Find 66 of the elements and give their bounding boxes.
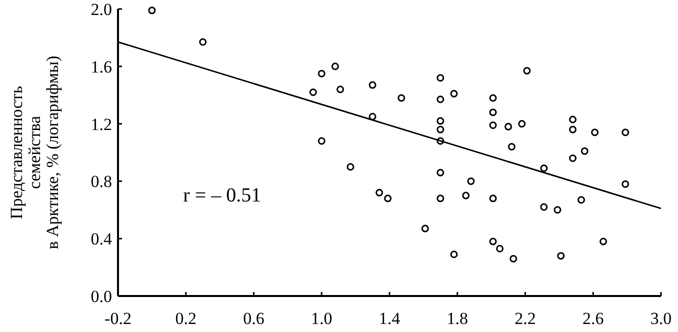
point [318, 137, 326, 145]
x-tick-label: 1.8 [446, 309, 468, 328]
point [336, 86, 344, 94]
x-tick-label: 3.0 [650, 309, 672, 328]
point [540, 203, 548, 211]
point [199, 38, 207, 46]
point [489, 121, 497, 129]
point [436, 117, 444, 125]
point [368, 112, 376, 120]
y-tick-label: 1.6 [90, 57, 112, 76]
point [376, 188, 384, 196]
y-axis-title: Представленность семейства в Арктике, % (логарифмы) [7, 56, 62, 250]
point [148, 6, 156, 14]
x-tick-label: 2.2 [514, 309, 536, 328]
annotation: r = – 0.51 [183, 184, 262, 206]
point [436, 74, 444, 82]
point [450, 250, 458, 258]
point [318, 70, 326, 78]
point [436, 96, 444, 104]
x-tick-label: 2.6 [582, 309, 604, 328]
point [489, 94, 497, 102]
point [368, 81, 376, 89]
y-tick-label: 1.2 [90, 114, 112, 134]
point [421, 224, 429, 232]
point [622, 180, 630, 188]
point [540, 164, 548, 172]
point [331, 62, 339, 70]
point [462, 192, 470, 200]
point [510, 254, 518, 262]
y-tick-label: 0.0 [90, 286, 112, 306]
point [496, 244, 504, 252]
point [591, 128, 599, 136]
point [569, 154, 577, 162]
point [569, 116, 577, 124]
point [436, 194, 444, 202]
point [436, 137, 444, 145]
y-tick-label: 0.8 [90, 172, 112, 192]
point [554, 206, 562, 214]
point [436, 168, 444, 176]
point [489, 194, 497, 202]
point [577, 196, 585, 204]
point [450, 90, 458, 98]
point [489, 238, 497, 246]
point [557, 252, 565, 260]
point [622, 128, 630, 136]
point [384, 194, 392, 202]
point [569, 126, 577, 134]
point [580, 147, 588, 155]
point [504, 122, 512, 130]
point [346, 163, 354, 171]
point [309, 88, 317, 96]
x-tick-label: 1.0 [311, 309, 332, 328]
point [436, 126, 444, 134]
point [600, 238, 608, 246]
point [523, 66, 531, 74]
point [467, 177, 475, 185]
point [489, 108, 497, 116]
x-tick-label: 1.4 [378, 309, 401, 328]
x-tick-label: 0.6 [243, 309, 264, 328]
point [508, 143, 516, 151]
point [518, 120, 526, 128]
y-tick-label: 0.4 [90, 230, 112, 249]
y-tick-label: 2.0 [90, 0, 112, 19]
x-tick-label: -0.2 [104, 309, 132, 328]
x-tick-label: 0.2 [175, 309, 196, 328]
point [398, 94, 406, 102]
